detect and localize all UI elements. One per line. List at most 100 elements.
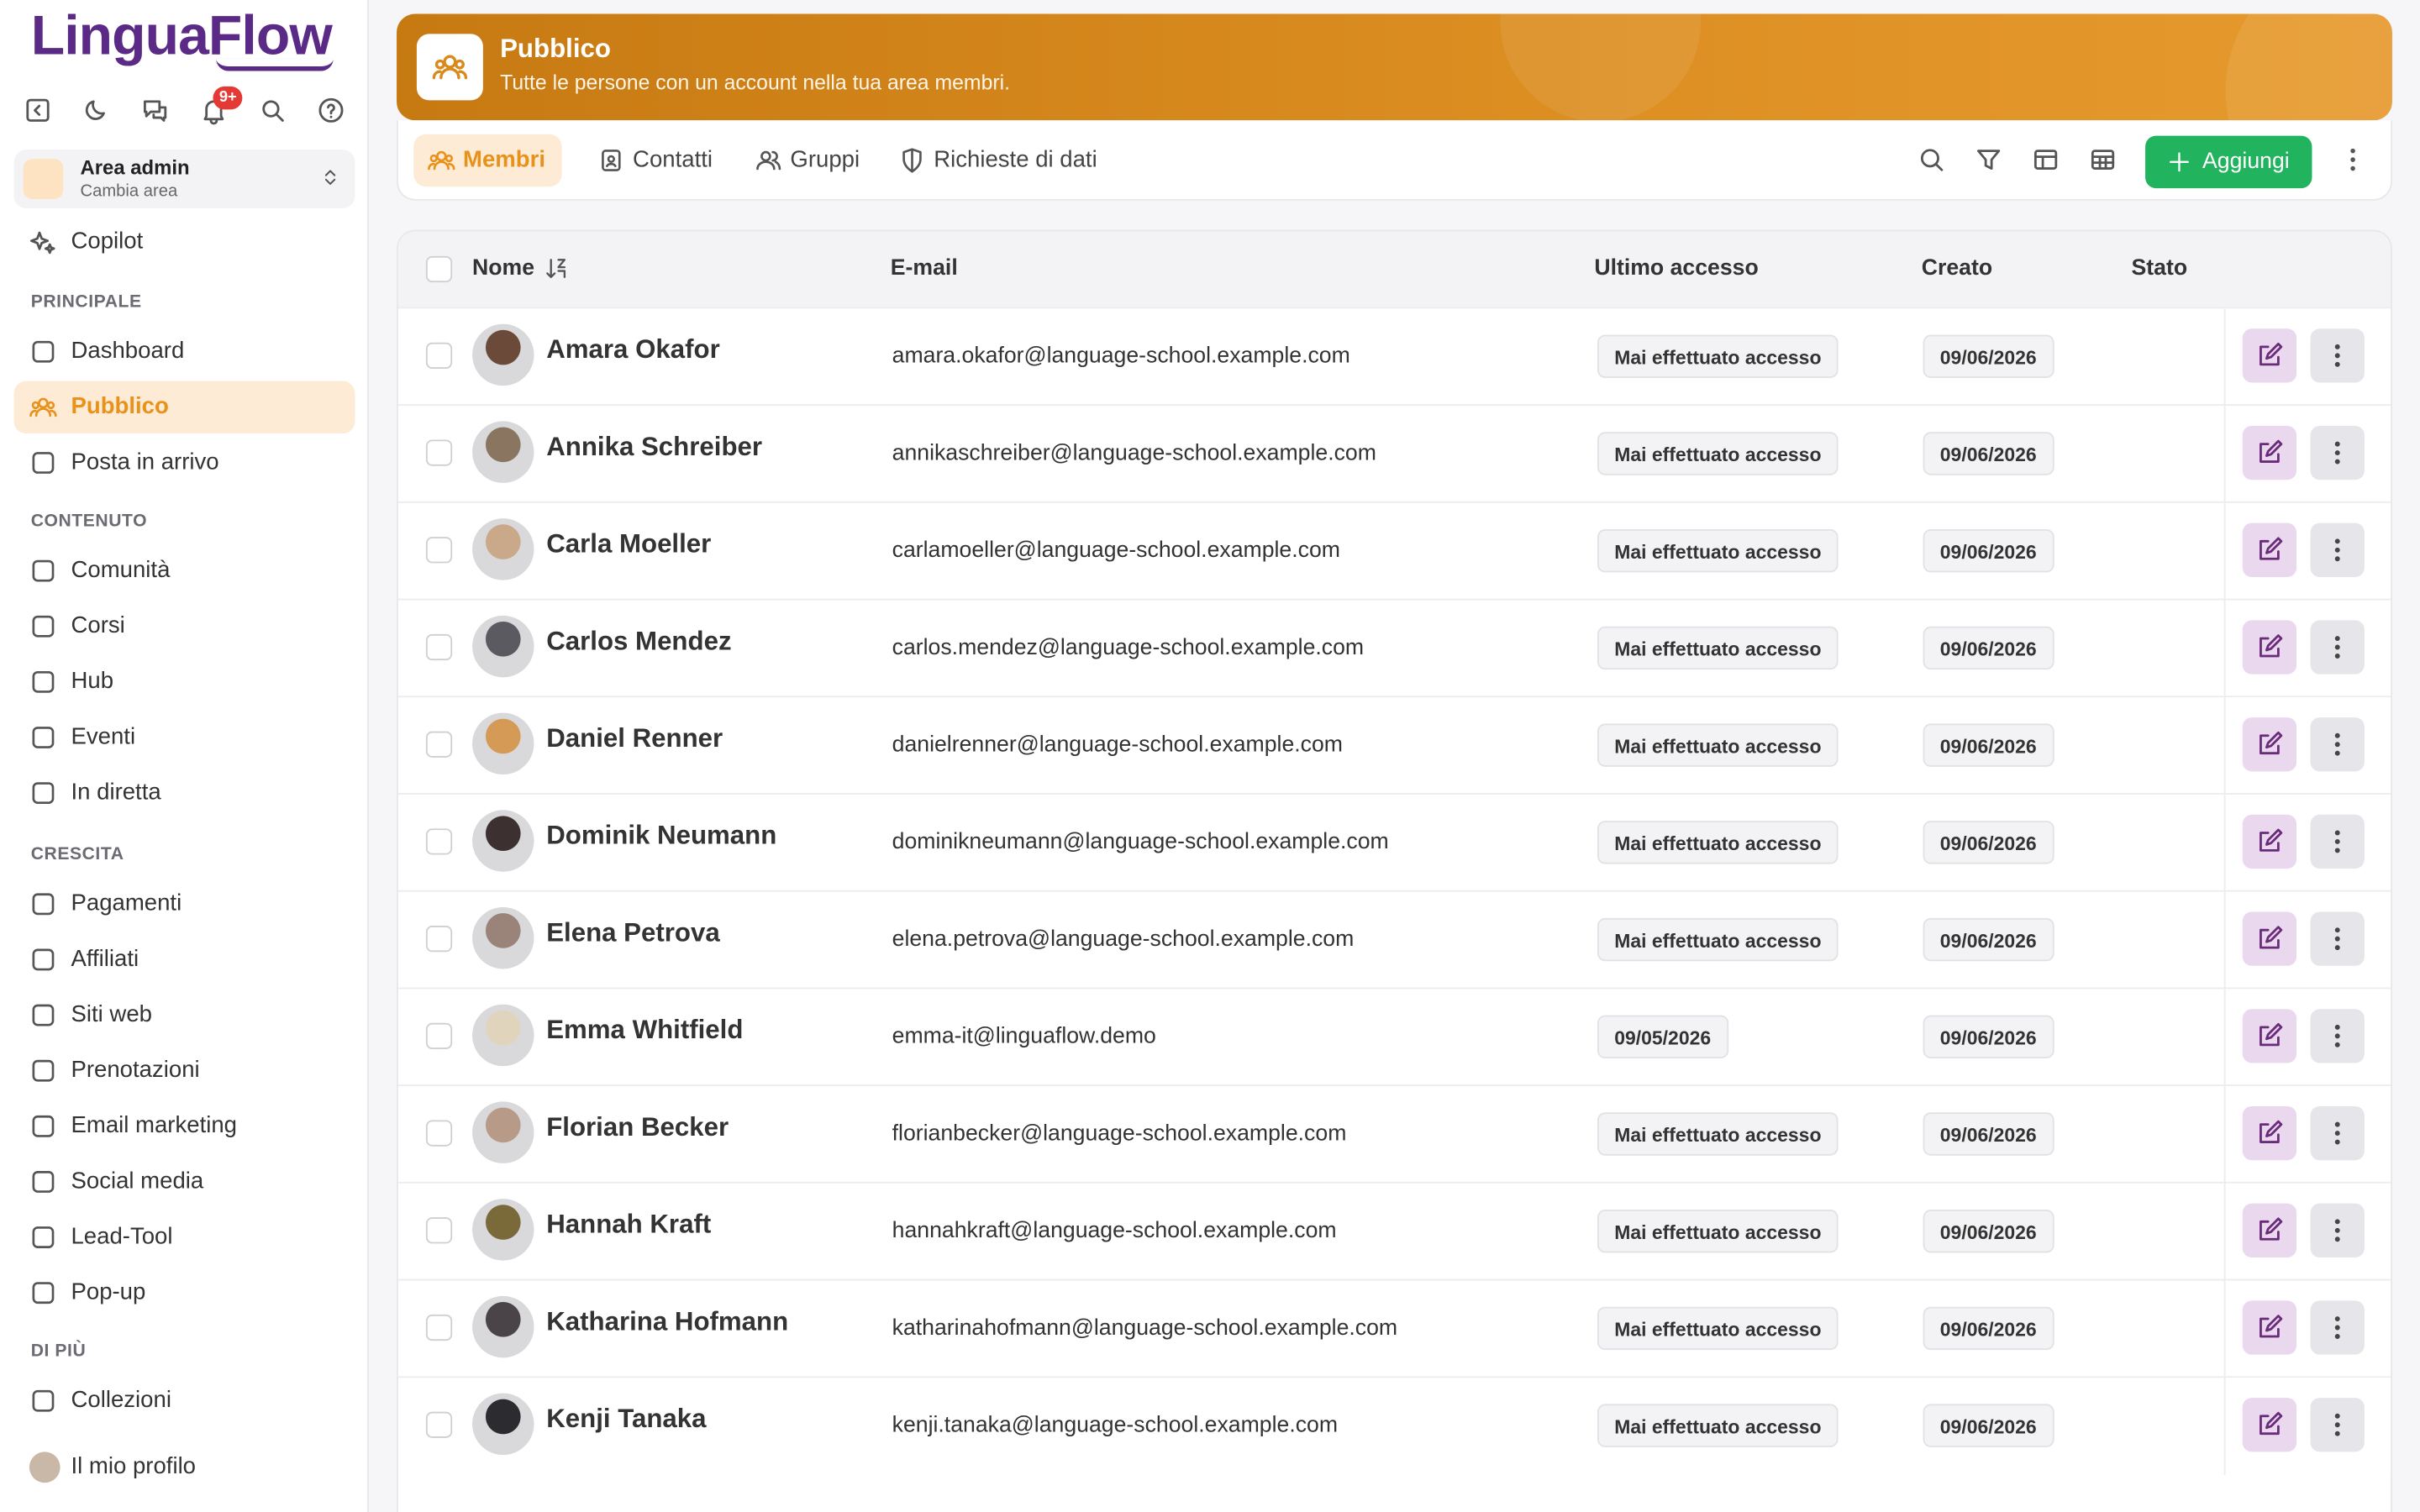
member-email: amara.okafor@language-school.example.com bbox=[892, 344, 1350, 369]
checkbox[interactable] bbox=[425, 1022, 453, 1049]
row-more-button[interactable] bbox=[2310, 522, 2365, 577]
nav-icon-svg bbox=[32, 615, 55, 638]
nav-item[interactable]: Prenotazioni bbox=[14, 1044, 355, 1096]
checkbox[interactable] bbox=[425, 1217, 453, 1244]
status-badge: 09/06/2026 bbox=[1923, 821, 2054, 864]
edit-button[interactable] bbox=[2242, 1398, 2297, 1452]
checkbox[interactable] bbox=[425, 255, 453, 283]
nav-item[interactable]: Pagamenti bbox=[14, 878, 355, 930]
edit-button[interactable] bbox=[2242, 328, 2297, 383]
edit-button[interactable] bbox=[2242, 1203, 2297, 1257]
add-button[interactable]: Aggiungi bbox=[2145, 135, 2312, 189]
checkbox[interactable] bbox=[425, 1120, 453, 1147]
nav-item[interactable]: Dashboard bbox=[14, 326, 355, 378]
nav-item[interactable]: Comunità bbox=[14, 544, 355, 596]
edit-button[interactable] bbox=[2242, 814, 2297, 869]
edit-button[interactable] bbox=[2242, 425, 2297, 480]
nav-item[interactable]: Copilot bbox=[71, 228, 144, 255]
nav-icon bbox=[29, 338, 57, 365]
toolbar-icon-svg bbox=[1920, 149, 1944, 171]
status-badge: 09/06/2026 bbox=[1923, 626, 2054, 670]
nav-item[interactable]: Collezioni bbox=[14, 1375, 355, 1427]
checkbox[interactable] bbox=[425, 537, 453, 564]
member-name[interactable]: Carlos Mendez bbox=[546, 626, 732, 656]
copilot-icon bbox=[28, 228, 57, 258]
row-more-button[interactable] bbox=[2310, 425, 2365, 480]
avatar bbox=[472, 1101, 534, 1163]
edit-button[interactable] bbox=[2242, 1300, 2297, 1355]
nav-icon bbox=[29, 393, 57, 421]
member-name[interactable]: Kenji Tanaka bbox=[546, 1404, 707, 1434]
checkbox[interactable] bbox=[425, 828, 453, 855]
member-name[interactable]: Carla Moeller bbox=[546, 529, 712, 559]
checkbox[interactable] bbox=[425, 342, 453, 369]
nav-item[interactable]: Il mio profilo bbox=[71, 1453, 197, 1480]
avatar bbox=[472, 1199, 534, 1261]
checkbox[interactable] bbox=[425, 1314, 453, 1341]
checkbox[interactable] bbox=[425, 439, 453, 466]
nav-item[interactable]: Affiliati bbox=[14, 933, 355, 985]
more-button[interactable] bbox=[2338, 145, 2370, 176]
nav-item[interactable]: In diretta bbox=[14, 767, 355, 819]
row-more-button[interactable] bbox=[2310, 814, 2365, 869]
row-more-button[interactable] bbox=[2310, 1105, 2365, 1161]
workspace-switcher[interactable]: Area admin Cambia area bbox=[13, 150, 355, 208]
edit-icon bbox=[2254, 438, 2284, 468]
nav-item[interactable]: Email marketing bbox=[14, 1100, 355, 1152]
edit-button[interactable] bbox=[2242, 620, 2297, 675]
tab[interactable]: Membri bbox=[413, 134, 562, 187]
toolbar-button[interactable] bbox=[2088, 145, 2119, 176]
member-name[interactable]: Amara Okafor bbox=[546, 334, 720, 365]
nav-item[interactable]: Posta in arrivo bbox=[14, 437, 355, 489]
member-email: hannahkraft@language-school.example.com bbox=[892, 1219, 1337, 1244]
edit-button[interactable] bbox=[2242, 1105, 2297, 1161]
member-email: kenji.tanaka@language-school.example.com bbox=[892, 1413, 1339, 1438]
nav-item[interactable]: Siti web bbox=[14, 989, 355, 1041]
member-name[interactable]: Emma Whitfield bbox=[546, 1015, 744, 1045]
nav-item[interactable]: Hub bbox=[14, 656, 355, 708]
notification-badge[interactable]: 9+ bbox=[213, 86, 244, 110]
row-more-button[interactable] bbox=[2310, 1009, 2365, 1063]
member-name[interactable]: Daniel Renner bbox=[546, 723, 723, 753]
nav-item[interactable]: Pop-up bbox=[14, 1267, 355, 1319]
nav-item[interactable]: Social media bbox=[14, 1156, 355, 1208]
row-more-button[interactable] bbox=[2310, 1203, 2365, 1257]
edit-button[interactable] bbox=[2242, 717, 2297, 772]
tab[interactable]: Richieste di dati bbox=[884, 134, 1103, 186]
nav-item[interactable]: Lead-Tool bbox=[14, 1211, 355, 1263]
checkbox[interactable] bbox=[425, 633, 453, 661]
member-name[interactable]: Hannah Kraft bbox=[546, 1210, 712, 1239]
column-header[interactable]: Nome bbox=[472, 255, 535, 281]
member-name[interactable]: Dominik Neumann bbox=[546, 821, 777, 851]
edit-button[interactable] bbox=[2242, 1009, 2297, 1063]
toolbar-button[interactable] bbox=[2031, 145, 2062, 176]
checkbox[interactable] bbox=[425, 731, 453, 758]
row-more-button[interactable] bbox=[2310, 620, 2365, 675]
row-more-button[interactable] bbox=[2310, 1300, 2365, 1355]
toolbar-button[interactable] bbox=[1917, 145, 1948, 176]
tab[interactable]: Gruppi bbox=[741, 134, 865, 186]
toolbar-button[interactable] bbox=[1974, 145, 2005, 176]
checkbox[interactable] bbox=[425, 1411, 453, 1438]
edit-button[interactable] bbox=[2242, 522, 2297, 577]
member-email: carlamoeller@language-school.example.com bbox=[892, 538, 1340, 564]
member-name[interactable]: Annika Schreiber bbox=[546, 432, 763, 462]
row-more-button[interactable] bbox=[2310, 1398, 2365, 1452]
member-name[interactable]: Florian Becker bbox=[546, 1112, 729, 1142]
tab[interactable]: Contatti bbox=[583, 134, 722, 186]
workspace-action: Cambia area bbox=[80, 181, 178, 201]
nav-icon-svg bbox=[32, 1282, 55, 1305]
checkbox[interactable] bbox=[425, 926, 453, 953]
member-name[interactable]: Katharina Hofmann bbox=[546, 1306, 789, 1336]
row-more-button[interactable] bbox=[2310, 911, 2365, 966]
member-name[interactable]: Elena Petrova bbox=[546, 917, 720, 948]
edit-button[interactable] bbox=[2242, 911, 2297, 966]
nav-item[interactable]: Corsi bbox=[14, 600, 355, 652]
row-more-button[interactable] bbox=[2310, 328, 2365, 383]
nav-item[interactable]: Eventi bbox=[14, 711, 355, 764]
edit-icon bbox=[2254, 827, 2284, 856]
more-icon bbox=[2323, 1313, 2352, 1342]
row-more-button[interactable] bbox=[2310, 717, 2365, 772]
member-email: danielrenner@language-school.example.com bbox=[892, 732, 1343, 758]
nav-item[interactable]: Pubblico bbox=[13, 381, 355, 434]
